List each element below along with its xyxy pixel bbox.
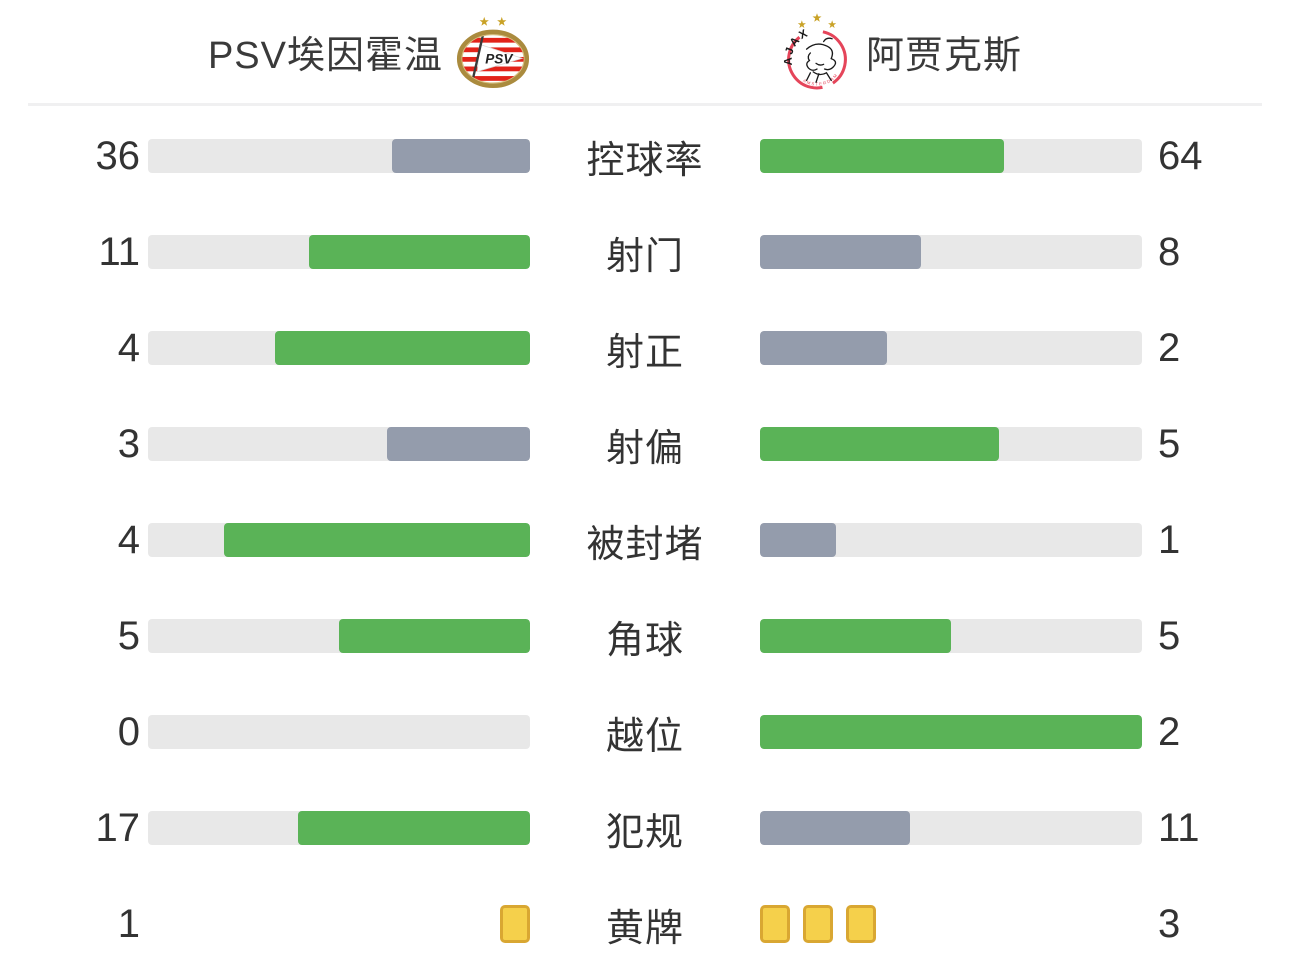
home-value: 1 — [117, 901, 140, 946]
home-bar-track — [148, 523, 530, 557]
home-bar-fill — [339, 619, 530, 653]
away-value: 5 — [1158, 421, 1181, 466]
stat-row: 0 越位 2 — [0, 684, 1290, 780]
away-bar-track — [760, 905, 1142, 943]
home-bar-track — [148, 331, 530, 365]
home-bar-track — [148, 619, 530, 653]
home-bar-track — [148, 811, 530, 845]
away-value: 5 — [1158, 613, 1181, 658]
yellow-card-icon — [846, 905, 876, 943]
home-value: 5 — [117, 613, 140, 658]
away-bar-fill — [760, 523, 837, 557]
home-value: 3 — [117, 421, 140, 466]
away-bar-track — [760, 139, 1142, 173]
away-bar-track — [760, 811, 1142, 845]
stat-row: 4 被封堵 1 — [0, 492, 1290, 588]
home-value: 0 — [117, 709, 140, 754]
team-home-name: PSV埃因霍温 — [207, 35, 443, 77]
yellow-card-icon — [803, 905, 833, 943]
home-bar-track — [148, 235, 530, 269]
stat-row: 11 射门 8 — [0, 204, 1290, 300]
home-bar-fill — [275, 331, 530, 365]
away-bar-fill — [760, 715, 1142, 749]
away-value: 8 — [1158, 229, 1181, 274]
stat-label: 犯规 — [605, 811, 684, 854]
away-bar-track — [760, 715, 1142, 749]
home-value: 4 — [117, 325, 140, 370]
svg-text:AJAX: AJAX — [783, 26, 811, 65]
stats-list: 36 控球率 64 11 射门 8 4 — [0, 106, 1290, 972]
stat-label: 越位 — [605, 715, 684, 758]
stat-label: 被封堵 — [586, 523, 704, 566]
stat-row: 17 犯规 11 — [0, 780, 1290, 876]
away-bar-fill — [760, 811, 911, 845]
away-bar-track — [760, 427, 1142, 461]
team-away-name: 阿贾克斯 — [866, 35, 1023, 77]
stat-label: 角球 — [605, 619, 684, 662]
away-value: 64 — [1158, 133, 1203, 178]
away-value: 2 — [1158, 325, 1181, 370]
home-bar-track — [148, 139, 530, 173]
yellow-card-icon — [760, 905, 790, 943]
yellow-card-icon — [500, 905, 530, 943]
team-home: PSV埃因霍温 — [0, 0, 645, 103]
home-bar-fill — [308, 235, 530, 269]
home-bar-fill — [392, 139, 530, 173]
away-bar-fill — [760, 139, 1005, 173]
home-bar-fill — [386, 427, 530, 461]
home-value: 11 — [98, 229, 140, 274]
home-value: 36 — [95, 133, 141, 178]
stat-row: 5 角球 5 — [0, 588, 1290, 684]
stat-row: 3 射偏 5 — [0, 396, 1290, 492]
stat-label: 射正 — [605, 331, 684, 374]
away-bar-track — [760, 523, 1142, 557]
header-divider — [28, 103, 1262, 106]
psv-crest-icon: PSV — [456, 14, 530, 90]
home-bar-track — [148, 905, 530, 943]
home-bar-track — [148, 715, 530, 749]
away-bar-fill — [760, 331, 888, 365]
home-value: 17 — [95, 805, 141, 850]
stat-row: 1 黄牌 3 — [0, 876, 1290, 972]
away-bar-track — [760, 331, 1142, 365]
ajax-crest-icon: AJAX AMSTERDAM — [782, 12, 852, 92]
away-value: 11 — [1158, 805, 1200, 850]
stat-label: 射门 — [605, 235, 684, 278]
away-bar-track — [760, 619, 1142, 653]
svg-text:PSV: PSV — [485, 51, 514, 66]
team-away: AJAX AMSTERDAM 阿贾克斯 — [645, 0, 1290, 103]
stat-row: 36 控球率 64 — [0, 108, 1290, 204]
header: PSV埃因霍温 — [0, 0, 1290, 103]
away-bar-track — [760, 235, 1142, 269]
away-value: 1 — [1158, 517, 1181, 562]
stat-label: 黄牌 — [605, 907, 684, 950]
away-bar-fill — [760, 427, 999, 461]
stat-label: 控球率 — [586, 139, 704, 182]
home-bar-fill — [224, 523, 530, 557]
stat-label: 射偏 — [605, 427, 684, 470]
away-value: 2 — [1158, 709, 1181, 754]
stat-row: 4 射正 2 — [0, 300, 1290, 396]
away-bar-fill — [760, 235, 921, 269]
away-bar-fill — [760, 619, 951, 653]
home-bar-track — [148, 427, 530, 461]
home-value: 4 — [117, 517, 140, 562]
home-bar-fill — [298, 811, 530, 845]
away-value: 3 — [1158, 901, 1181, 946]
